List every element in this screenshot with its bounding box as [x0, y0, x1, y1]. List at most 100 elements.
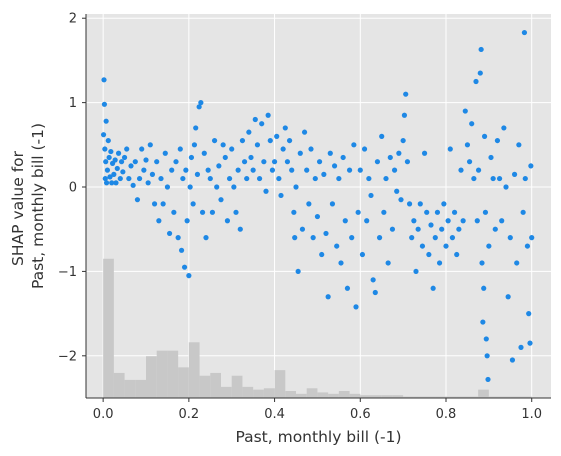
data-point	[336, 175, 342, 182]
data-point	[514, 260, 520, 266]
data-point	[198, 100, 204, 106]
data-point	[456, 226, 462, 232]
data-point	[120, 169, 126, 175]
data-point	[462, 108, 468, 114]
data-point	[344, 285, 351, 291]
y-tick-label: 1	[69, 96, 77, 111]
data-point	[193, 125, 199, 131]
data-point	[454, 251, 460, 258]
data-point	[280, 146, 286, 152]
data-point	[521, 29, 528, 36]
histogram-bar	[413, 396, 425, 398]
x-axis-title: Past, monthly bill (-1)	[235, 428, 401, 446]
data-point	[359, 251, 366, 258]
data-point	[509, 357, 516, 363]
data-point	[112, 157, 118, 163]
data-point	[297, 150, 303, 156]
y-axis-title: SHAP value for Past, monthly bill (-1)	[9, 123, 47, 289]
data-point	[314, 213, 321, 220]
x-tick-label: 0.8	[436, 407, 457, 422]
data-point	[479, 260, 485, 266]
data-point	[103, 159, 109, 165]
y-tick-label: −1	[58, 265, 77, 280]
axes-layer	[85, 14, 551, 399]
data-point	[396, 150, 402, 156]
data-point	[154, 159, 160, 165]
data-point	[252, 116, 258, 123]
data-point	[147, 142, 153, 148]
x-tick-label: 0.0	[93, 407, 114, 422]
data-point	[364, 218, 370, 224]
data-point	[130, 182, 136, 188]
data-point	[522, 175, 528, 182]
histogram-bar	[521, 396, 532, 398]
histogram-bar	[124, 379, 136, 398]
data-point	[404, 159, 411, 165]
histogram-bar	[274, 370, 286, 398]
data-point	[183, 167, 189, 173]
data-point	[214, 184, 220, 190]
data-point	[269, 167, 276, 173]
data-point	[368, 192, 374, 199]
histogram-bar	[446, 396, 457, 398]
histogram-bar	[488, 396, 500, 398]
data-point	[111, 171, 117, 177]
data-point	[379, 133, 385, 139]
data-point	[102, 146, 108, 152]
data-point	[103, 180, 110, 186]
histogram-bar	[306, 388, 318, 398]
histogram-bar	[242, 386, 254, 398]
data-point	[342, 218, 348, 224]
data-point	[284, 159, 291, 165]
histogram-bar	[456, 396, 468, 398]
data-point	[394, 188, 400, 194]
data-point	[108, 148, 114, 155]
data-point	[490, 175, 496, 182]
data-point	[424, 209, 430, 215]
data-point	[434, 209, 441, 215]
data-point	[265, 112, 271, 118]
data-point	[263, 188, 269, 194]
points-layer	[100, 29, 535, 383]
data-point	[191, 142, 198, 148]
data-point	[389, 226, 396, 232]
data-point	[126, 175, 132, 182]
histogram-bar	[478, 389, 489, 398]
histogram-bar	[467, 396, 479, 398]
data-point	[445, 218, 451, 224]
data-point	[218, 197, 224, 203]
data-point	[209, 209, 216, 215]
data-point	[381, 209, 387, 215]
histogram-bar	[178, 367, 189, 398]
data-point	[166, 230, 173, 237]
data-point	[439, 226, 445, 232]
data-point	[460, 218, 466, 224]
data-point	[109, 180, 115, 186]
histogram-layer	[103, 258, 532, 398]
data-point	[329, 201, 336, 207]
data-point	[475, 167, 482, 173]
data-point	[319, 251, 325, 258]
histogram-bar	[328, 393, 339, 398]
data-point	[244, 175, 250, 182]
data-point	[473, 78, 479, 85]
data-point	[391, 167, 398, 173]
data-point	[447, 146, 453, 152]
data-point	[406, 201, 413, 207]
data-point	[118, 159, 125, 165]
data-point	[184, 218, 190, 224]
data-point	[175, 235, 181, 241]
histogram-bar	[113, 372, 125, 398]
data-point	[136, 175, 143, 182]
data-point	[372, 289, 378, 296]
data-point	[469, 121, 475, 127]
data-point	[237, 226, 243, 232]
data-point	[496, 175, 503, 182]
data-point	[180, 175, 186, 182]
data-point	[229, 146, 235, 152]
data-point	[188, 154, 195, 161]
data-point	[316, 159, 323, 165]
histogram-bar	[167, 350, 179, 398]
data-point	[486, 243, 492, 249]
data-point	[114, 165, 120, 172]
